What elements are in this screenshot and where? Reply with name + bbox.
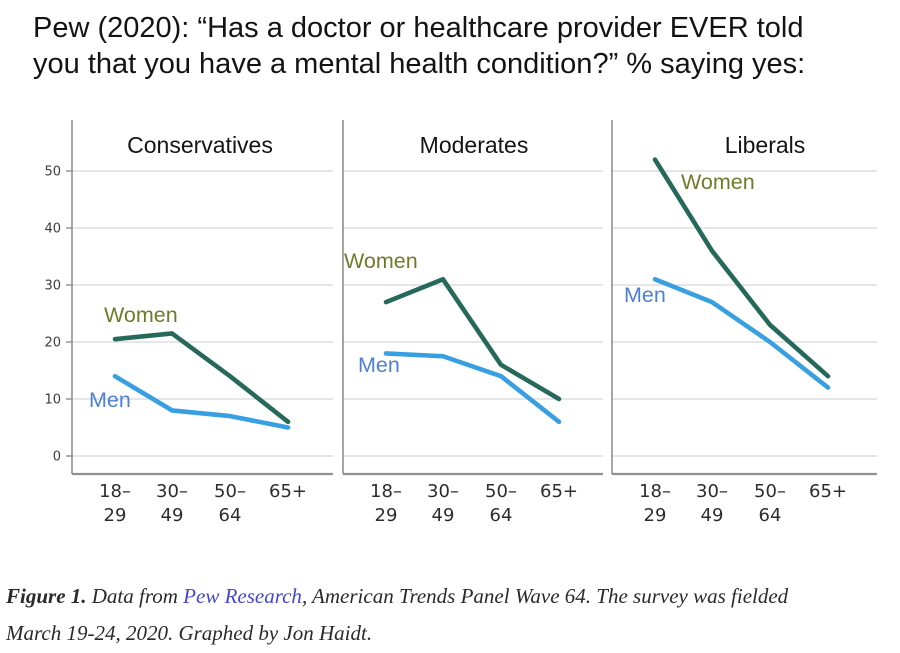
x-tick-label: 30– bbox=[696, 481, 728, 502]
x-tick-label: 18– bbox=[370, 481, 402, 502]
women-series-label: Women bbox=[681, 170, 755, 194]
line-chart-panels: 0 10 20 30 40 50 Conservatives Women Men 18– 29 30–… bbox=[44, 120, 877, 526]
x-tick-label: 29 bbox=[644, 505, 667, 526]
x-tick-label: 30– bbox=[156, 481, 188, 502]
figure-caption: Figure 1. Data from Pew Research, Americ… bbox=[6, 578, 894, 652]
panel-title-moderates: Moderates bbox=[420, 132, 529, 158]
x-tick-label: 18– bbox=[639, 481, 671, 502]
x-tick-label: 65+ bbox=[809, 481, 847, 502]
panel-title-conservatives: Conservatives bbox=[127, 132, 273, 158]
caption-post-link: , American Trends Panel Wave 64. The sur… bbox=[301, 584, 789, 608]
men-series-label: Men bbox=[89, 388, 131, 412]
men-series-label: Men bbox=[358, 353, 400, 377]
x-tick-label: 64 bbox=[759, 505, 782, 526]
men-line bbox=[652, 276, 831, 390]
women-series-label: Women bbox=[104, 303, 178, 327]
men-line bbox=[112, 373, 291, 430]
x-tick-label: 49 bbox=[432, 505, 455, 526]
x-tick-label: 29 bbox=[375, 505, 398, 526]
x-tick-label: 50– bbox=[214, 481, 246, 502]
panel-title-liberals: Liberals bbox=[725, 132, 806, 158]
x-tick-label: 50– bbox=[485, 481, 517, 502]
x-tick-label: 30– bbox=[427, 481, 459, 502]
women-line bbox=[652, 157, 831, 379]
chart-question-title: Pew (2020): “Has a doctor or healthcare … bbox=[33, 10, 883, 82]
x-tick-label: 65+ bbox=[540, 481, 578, 502]
x-tick-label: 29 bbox=[104, 505, 127, 526]
x-tick-label: 65+ bbox=[269, 481, 307, 502]
x-tick-label: 49 bbox=[161, 505, 184, 526]
x-tick-label: 64 bbox=[490, 505, 513, 526]
title-line-1: Pew (2020): “Has a doctor or healthcare … bbox=[33, 12, 804, 44]
x-tick-label: 18– bbox=[99, 481, 131, 502]
women-series-label: Women bbox=[344, 249, 418, 273]
y-tick-label: 20 bbox=[44, 336, 61, 351]
men-series-label: Men bbox=[624, 283, 666, 307]
men-line bbox=[383, 351, 562, 425]
y-tick-label: 0 bbox=[53, 450, 61, 465]
y-tick-label: 50 bbox=[44, 165, 61, 180]
x-tick-label: 50– bbox=[754, 481, 786, 502]
x-tick-label: 49 bbox=[701, 505, 724, 526]
caption-line-2: March 19-24, 2020. Graphed by Jon Haidt. bbox=[6, 621, 373, 645]
pew-research-link[interactable]: Pew Research bbox=[183, 584, 302, 608]
figure-label: Figure 1. bbox=[6, 584, 87, 608]
y-tick-label: 10 bbox=[44, 393, 61, 408]
women-line bbox=[112, 331, 291, 425]
title-line-2: you that you have a mental health condit… bbox=[33, 48, 806, 80]
women-line bbox=[383, 276, 562, 402]
x-tick-label: 64 bbox=[219, 505, 242, 526]
caption-pre-link: Data from bbox=[86, 584, 184, 608]
y-tick-label: 40 bbox=[44, 222, 61, 237]
y-tick-label: 30 bbox=[44, 279, 61, 294]
